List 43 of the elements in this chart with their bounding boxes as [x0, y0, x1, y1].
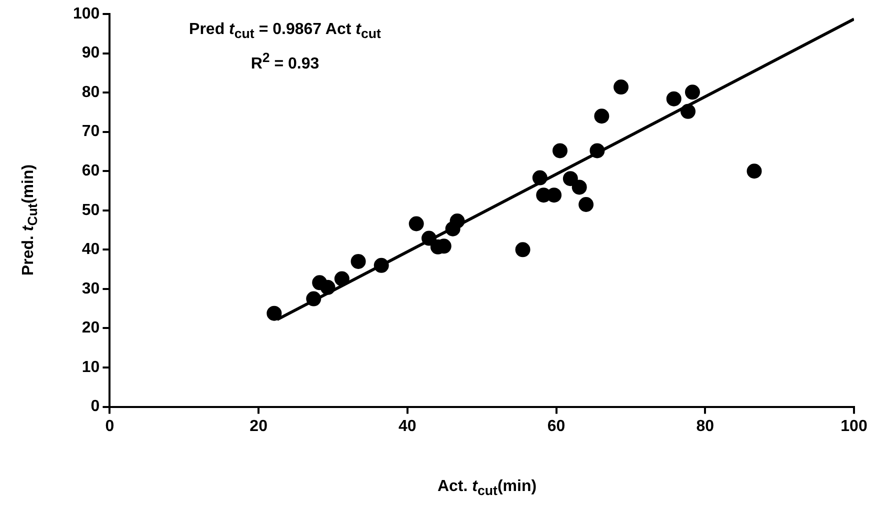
- annotation: R$^{2}$ = 0.93: [250, 50, 320, 73]
- point: [350, 254, 366, 269]
- point: [422, 230, 436, 246]
- point: [572, 180, 587, 195]
- point: [546, 188, 562, 203]
- x-tick-label: 0: [105, 418, 114, 435]
- x-tick-label: 80: [696, 418, 714, 435]
- point: [614, 80, 629, 95]
- point: [552, 143, 568, 158]
- point: [334, 271, 350, 286]
- y-tick-label: 20: [82, 320, 100, 337]
- point: [266, 306, 282, 321]
- x-tick-label: 100: [840, 418, 868, 435]
- x-tick-label: 40: [398, 418, 416, 435]
- point: [408, 216, 424, 232]
- point: [578, 197, 594, 212]
- x-tick-label: 60: [547, 418, 566, 435]
- point: [450, 214, 465, 229]
- point: [320, 280, 336, 295]
- y-tick-label: 70: [82, 123, 100, 140]
- x-axis-title: Act. t$_{cut}$(min): [436, 478, 538, 498]
- x-tick-label: 20: [250, 418, 268, 435]
- annotation: Pred t$_{cut}$ = 0.9867 Act t$_{cut}$: [189, 21, 381, 42]
- y-tick-label: 10: [82, 358, 100, 376]
- y-tick-label: 80: [82, 84, 100, 101]
- point: [532, 170, 548, 186]
- point: [746, 164, 762, 179]
- y-tick-label: 50: [82, 202, 100, 219]
- point: [306, 291, 322, 306]
- point: [594, 108, 610, 124]
- point: [590, 143, 605, 158]
- point: [562, 171, 578, 186]
- y-tick-label: 30: [82, 280, 100, 298]
- point: [680, 104, 696, 119]
- point: [684, 84, 700, 100]
- y-tick-label: 100: [72, 5, 100, 22]
- point: [374, 258, 389, 273]
- point: [666, 91, 682, 106]
- y-tick-label: 90: [82, 44, 100, 62]
- point: [515, 242, 530, 258]
- y-tick-label: 0: [90, 398, 100, 416]
- y-tick-label: 60: [82, 162, 100, 180]
- y-tick-label: 40: [82, 241, 100, 258]
